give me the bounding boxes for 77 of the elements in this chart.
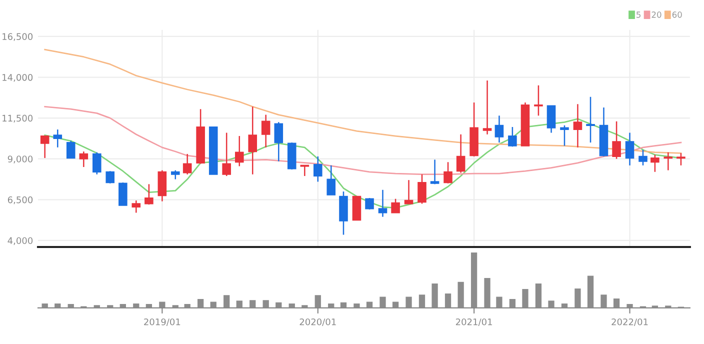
bar bbox=[406, 296, 412, 308]
candlestick bbox=[664, 152, 673, 171]
y-tick-label: 4,000 bbox=[8, 237, 33, 245]
candlestick bbox=[132, 200, 141, 214]
candlestick bbox=[482, 80, 492, 136]
candlestick bbox=[676, 152, 686, 166]
candlestick bbox=[274, 122, 284, 162]
bar bbox=[509, 299, 516, 308]
candlestick bbox=[625, 132, 634, 166]
x-tick-label: 2021/01 bbox=[456, 318, 492, 326]
candlestick bbox=[352, 196, 362, 221]
y-tick-label: 14,000 bbox=[2, 74, 33, 82]
bar bbox=[587, 276, 594, 308]
legend-label: 5 bbox=[636, 12, 640, 18]
bar bbox=[432, 284, 438, 308]
candlestick bbox=[365, 197, 374, 210]
y-tick-label: 6,500 bbox=[8, 196, 33, 204]
candlestick bbox=[612, 120, 621, 160]
candlestick bbox=[66, 140, 76, 159]
x-tick-label: 2019/01 bbox=[144, 318, 180, 326]
bar bbox=[535, 284, 542, 308]
bar bbox=[224, 295, 230, 308]
candlestick bbox=[534, 84, 543, 116]
candlestick bbox=[404, 179, 414, 204]
candlestick bbox=[182, 153, 192, 175]
candlestick bbox=[560, 124, 569, 146]
candlestick bbox=[650, 154, 660, 173]
legend-label: 20 bbox=[652, 12, 662, 18]
candlestick bbox=[586, 96, 595, 144]
candlestick bbox=[573, 104, 582, 148]
bar bbox=[197, 299, 204, 308]
candlestick bbox=[118, 182, 128, 206]
candlestick bbox=[378, 189, 388, 218]
x-tick-label: 2022/01 bbox=[612, 318, 648, 326]
bar bbox=[484, 278, 490, 308]
bar bbox=[613, 298, 620, 308]
candlestick bbox=[300, 164, 310, 177]
bar bbox=[418, 294, 426, 308]
legend-label: 60 bbox=[672, 12, 682, 18]
candlestick bbox=[234, 135, 244, 167]
bar bbox=[548, 300, 554, 308]
bar bbox=[496, 296, 502, 308]
candlestick bbox=[92, 152, 102, 175]
candlestick bbox=[106, 170, 115, 184]
bar bbox=[262, 300, 269, 308]
bar bbox=[458, 282, 464, 308]
y-tick-label: 11,500 bbox=[2, 114, 33, 123]
candlestick bbox=[158, 170, 167, 202]
candlestick bbox=[456, 134, 466, 174]
candlestick bbox=[430, 159, 440, 185]
candlestick bbox=[53, 128, 62, 148]
candlestick bbox=[40, 135, 50, 159]
candlestick bbox=[326, 164, 336, 196]
bar bbox=[444, 293, 452, 308]
candlestick bbox=[313, 156, 322, 182]
candlestick bbox=[261, 114, 270, 148]
bar bbox=[522, 289, 528, 308]
y-tick-label: 16,500 bbox=[2, 33, 33, 41]
bar bbox=[250, 300, 256, 308]
candlestick bbox=[418, 174, 426, 204]
candlestick bbox=[546, 105, 556, 134]
bar bbox=[380, 296, 386, 308]
candlestick bbox=[391, 198, 400, 214]
candlestick bbox=[79, 150, 88, 168]
candlestick bbox=[444, 162, 452, 184]
bar bbox=[354, 303, 360, 308]
candlestick bbox=[508, 126, 517, 148]
candlestick bbox=[222, 132, 231, 177]
candlestick bbox=[494, 114, 504, 144]
y-tick-label: 9,000 bbox=[8, 156, 33, 164]
bar bbox=[600, 294, 607, 308]
bar bbox=[574, 288, 581, 308]
candlestick bbox=[144, 184, 154, 206]
candlestick bbox=[248, 106, 258, 175]
bar bbox=[236, 300, 242, 308]
candlestick bbox=[638, 149, 648, 166]
x-tick-label: 2020/01 bbox=[300, 318, 336, 326]
